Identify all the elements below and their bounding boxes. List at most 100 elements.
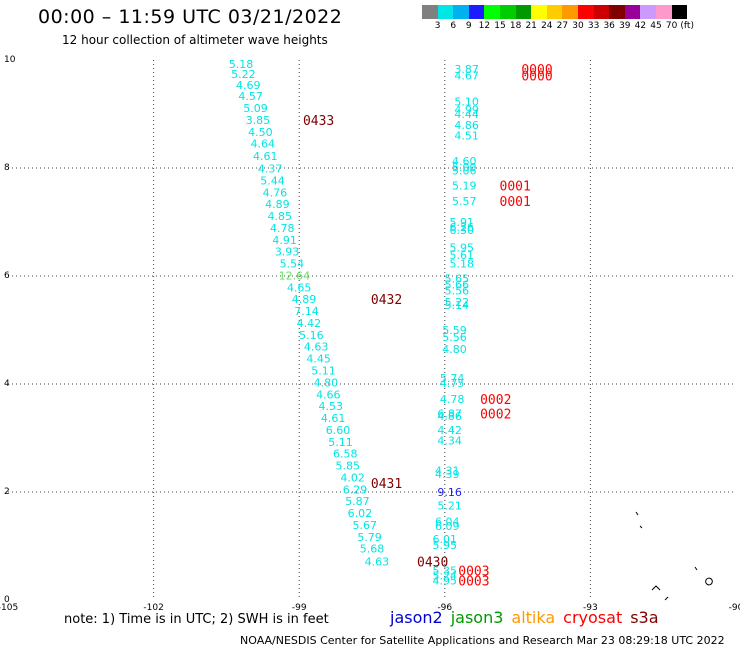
wave-height-value: 3.87 [454, 63, 479, 76]
wave-height-value: 3.85 [246, 114, 271, 127]
wave-height-value: 4.89 [292, 293, 317, 306]
wave-height-value: 5.65 [445, 273, 470, 286]
wave-height-value: 5.61 [450, 249, 475, 262]
wave-height-color-scale [422, 5, 688, 19]
scale-swatch [499, 5, 516, 19]
wave-height-value: 5.68 [360, 543, 385, 556]
coastline-fragment [705, 577, 713, 586]
satellite-legend-item: jason3 [450, 608, 504, 627]
wave-height-value: 6.60 [326, 424, 351, 437]
scale-label: 70 [665, 21, 678, 31]
pass-time-label: 0002 [480, 408, 511, 423]
footnote: note: 1) Time is in UTC; 2) SWH is in fe… [64, 612, 329, 627]
pass-time-label: 0000 [521, 63, 552, 78]
wave-height-value: 5.19 [452, 179, 477, 192]
satellite-legend-item: cryosat [563, 608, 623, 627]
wave-height-value: 5.74 [440, 372, 465, 385]
wave-height-value: 4.37 [258, 163, 283, 176]
wave-height-value: 4.60 [452, 155, 477, 168]
scale-swatch [655, 5, 672, 19]
wave-height-value: 5.06 [452, 165, 477, 178]
chart-title: 00:00 – 11:59 UTC 03/21/2022 [38, 6, 343, 28]
wave-height-value: 6.30 [450, 224, 475, 237]
scale-swatch [468, 5, 485, 19]
wave-height-value: 4.91 [272, 234, 297, 247]
coastline-fragment [651, 585, 661, 591]
scale-label: 27 [556, 21, 569, 31]
scale-label: 6 [450, 21, 457, 31]
wave-height-value: 6.26 [450, 221, 475, 234]
wave-height-value: 4.78 [270, 222, 295, 235]
wave-height-value: 5.66 [445, 279, 470, 292]
wave-height-value: 4.85 [268, 210, 293, 223]
wave-height-value: 4.42 [297, 317, 322, 330]
x-tick-label: -96 [437, 603, 452, 613]
scale-label: 42 [634, 21, 647, 31]
wave-height-value: 4.75 [440, 377, 465, 390]
wave-height-value: 5.56 [445, 285, 470, 298]
wave-height-value: 4.02 [340, 471, 365, 484]
wave-height-value: 5.57 [452, 195, 477, 208]
wave-height-value: 4.51 [454, 130, 479, 143]
y-tick-label: 2 [4, 487, 10, 497]
scale-label: 21 [525, 21, 537, 31]
wave-height-value: 6.87 [437, 408, 462, 421]
wave-height-value: 5.91 [450, 216, 475, 229]
scale-swatch [562, 5, 578, 19]
scale-label: 12 [478, 21, 491, 31]
scale-swatch [609, 5, 625, 19]
wave-height-value: 4.44 [454, 108, 479, 121]
wave-height-value: 6.09 [435, 520, 460, 533]
wave-height-value: 5.59 [442, 324, 467, 337]
pass-time-label: 0431 [371, 477, 402, 492]
wave-height-value: 5.87 [345, 495, 370, 508]
wave-height-value: 4.86 [437, 410, 462, 423]
pass-time-label: 0433 [303, 114, 334, 129]
pass-time-label: 0002 [480, 393, 511, 408]
y-tick-label: 4 [4, 379, 10, 389]
wave-height-value: 5.79 [357, 531, 382, 544]
wave-height-value: 5.54 [280, 258, 305, 271]
pass-time-label: 0000 [521, 70, 552, 85]
scale-swatch [422, 5, 438, 19]
wave-height-value: 4.34 [437, 435, 462, 448]
wave-height-value: 5.14 [445, 299, 470, 312]
wave-height-value: 4.69 [236, 79, 261, 92]
coastline-fragment [635, 511, 639, 516]
wave-height-value: 5.11 [311, 365, 336, 378]
wave-height-value: 5.16 [299, 329, 324, 342]
wave-height-value: 4.45 [306, 353, 331, 366]
wave-height-value: 5.95 [433, 539, 458, 552]
wave-height-value: 4.65 [287, 281, 312, 294]
scale-swatch [593, 5, 610, 19]
wave-height-value: 5.10 [454, 96, 479, 109]
wave-height-value: 5.85 [335, 460, 360, 473]
wave-height-value: 4.53 [318, 400, 343, 413]
scale-swatch [546, 5, 563, 19]
wave-height-value: 6.02 [348, 507, 373, 520]
scale-swatch [453, 5, 469, 19]
scale-label: 9 [465, 21, 472, 31]
scale-swatch [624, 5, 641, 19]
satellite-legend-item: altika [511, 608, 556, 627]
wave-height-value: 5.21 [437, 500, 462, 513]
wave-height-value: 6.01 [433, 533, 458, 546]
wave-height-value: 4.50 [248, 126, 273, 139]
wave-height-value: 5.95 [450, 241, 475, 254]
y-tick-label: 0 [4, 595, 10, 605]
wave-height-value: 9.16 [437, 486, 462, 499]
scale-label: 18 [509, 21, 522, 31]
wave-height-value: 4.63 [304, 341, 329, 354]
scale-swatch [484, 5, 500, 19]
wave-height-value: 4.42 [437, 424, 462, 437]
y-tick-label: 10 [4, 55, 16, 65]
coastline-fragment [664, 596, 669, 601]
scale-label: (ft) [680, 21, 694, 31]
pass-time-label: 0003 [458, 575, 489, 590]
wave-height-value: 4.64 [251, 138, 276, 151]
scale-swatch [515, 5, 532, 19]
wave-height-value: 5.09 [243, 102, 268, 115]
scale-label: 15 [494, 21, 506, 31]
wave-height-value: 5.56 [442, 331, 467, 344]
